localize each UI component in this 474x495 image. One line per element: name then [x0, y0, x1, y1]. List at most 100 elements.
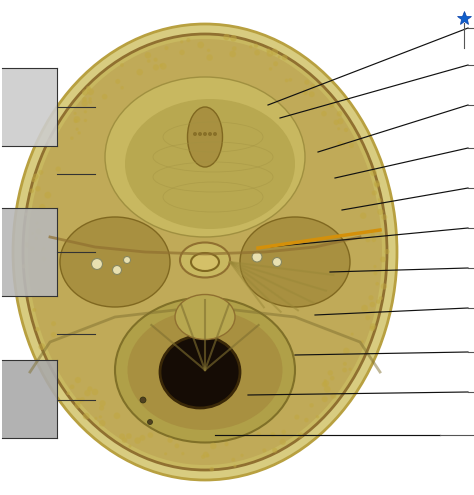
Circle shape	[330, 393, 337, 399]
Circle shape	[328, 102, 335, 108]
Circle shape	[361, 340, 364, 343]
Circle shape	[164, 452, 167, 455]
Circle shape	[75, 128, 79, 131]
Circle shape	[147, 432, 153, 438]
Circle shape	[380, 233, 383, 237]
Ellipse shape	[128, 310, 283, 430]
Circle shape	[374, 271, 377, 275]
Circle shape	[70, 385, 74, 389]
Circle shape	[309, 91, 315, 97]
Circle shape	[375, 282, 379, 286]
Circle shape	[206, 454, 210, 457]
Circle shape	[349, 143, 354, 148]
Circle shape	[252, 252, 262, 262]
Circle shape	[89, 97, 92, 100]
Circle shape	[75, 377, 81, 383]
Circle shape	[102, 94, 108, 99]
Circle shape	[289, 78, 292, 82]
Circle shape	[35, 186, 41, 192]
Circle shape	[124, 256, 130, 263]
Circle shape	[82, 100, 88, 106]
Circle shape	[99, 400, 106, 406]
Circle shape	[379, 296, 383, 300]
Circle shape	[272, 448, 277, 453]
Circle shape	[82, 89, 88, 96]
Ellipse shape	[180, 243, 230, 278]
Circle shape	[224, 442, 228, 446]
Circle shape	[186, 38, 191, 42]
Circle shape	[384, 249, 390, 254]
Circle shape	[370, 326, 375, 331]
Circle shape	[74, 398, 82, 405]
Circle shape	[229, 50, 236, 57]
Circle shape	[278, 55, 281, 58]
Circle shape	[84, 110, 87, 113]
Circle shape	[201, 455, 205, 459]
Circle shape	[198, 132, 202, 136]
Circle shape	[115, 79, 120, 84]
Circle shape	[80, 397, 85, 402]
Circle shape	[337, 111, 342, 116]
Ellipse shape	[28, 39, 382, 465]
Circle shape	[282, 54, 288, 60]
Circle shape	[322, 382, 327, 387]
Circle shape	[266, 50, 273, 57]
Circle shape	[302, 89, 306, 93]
Circle shape	[154, 57, 158, 62]
Circle shape	[193, 132, 197, 136]
Circle shape	[269, 67, 272, 71]
Circle shape	[370, 169, 377, 176]
Circle shape	[311, 86, 315, 90]
Circle shape	[73, 112, 77, 115]
Circle shape	[372, 238, 376, 242]
Circle shape	[337, 118, 344, 124]
Circle shape	[99, 405, 104, 411]
Circle shape	[180, 40, 183, 44]
Circle shape	[36, 222, 39, 225]
Ellipse shape	[115, 297, 295, 443]
Circle shape	[91, 389, 99, 396]
Circle shape	[39, 204, 46, 210]
Circle shape	[73, 116, 80, 123]
Circle shape	[45, 192, 51, 198]
Ellipse shape	[125, 99, 295, 229]
Circle shape	[377, 208, 383, 215]
Bar	[2, 68, 57, 146]
Circle shape	[88, 100, 92, 104]
Circle shape	[147, 59, 151, 63]
Circle shape	[91, 258, 102, 269]
Circle shape	[25, 243, 29, 247]
Circle shape	[84, 390, 91, 396]
Circle shape	[51, 332, 56, 338]
Circle shape	[316, 415, 319, 418]
Circle shape	[70, 136, 73, 140]
Circle shape	[139, 435, 146, 441]
Circle shape	[86, 86, 91, 91]
Circle shape	[87, 88, 94, 95]
Circle shape	[338, 142, 343, 147]
Circle shape	[370, 301, 375, 307]
Circle shape	[38, 343, 46, 350]
Circle shape	[262, 448, 266, 452]
Circle shape	[337, 127, 340, 130]
Circle shape	[360, 212, 366, 219]
Circle shape	[343, 347, 350, 354]
Circle shape	[56, 126, 59, 129]
Circle shape	[210, 443, 217, 449]
Ellipse shape	[175, 295, 235, 340]
Circle shape	[31, 232, 34, 235]
Circle shape	[376, 299, 381, 304]
Circle shape	[321, 111, 327, 116]
Circle shape	[365, 315, 370, 320]
Circle shape	[351, 333, 354, 336]
Circle shape	[328, 370, 333, 376]
Circle shape	[159, 64, 163, 67]
Circle shape	[372, 190, 377, 196]
Circle shape	[334, 120, 339, 125]
Bar	[2, 208, 57, 296]
Circle shape	[381, 283, 387, 290]
Circle shape	[206, 54, 213, 61]
Circle shape	[145, 52, 151, 58]
Circle shape	[74, 119, 78, 123]
Circle shape	[174, 444, 179, 448]
